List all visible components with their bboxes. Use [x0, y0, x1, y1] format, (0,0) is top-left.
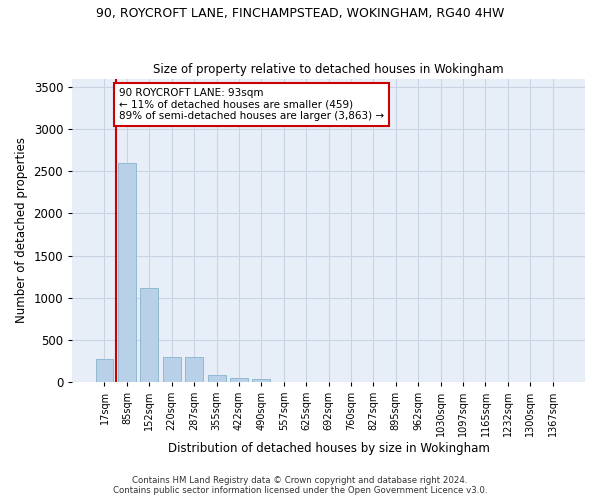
Bar — [230, 378, 248, 382]
Text: 90, ROYCROFT LANE, FINCHAMPSTEAD, WOKINGHAM, RG40 4HW: 90, ROYCROFT LANE, FINCHAMPSTEAD, WOKING… — [96, 8, 504, 20]
Y-axis label: Number of detached properties: Number of detached properties — [15, 137, 28, 323]
Bar — [118, 163, 136, 382]
Bar — [185, 358, 203, 382]
Bar — [163, 358, 181, 382]
Bar — [140, 288, 158, 382]
Title: Size of property relative to detached houses in Wokingham: Size of property relative to detached ho… — [153, 63, 504, 76]
Bar — [253, 379, 271, 382]
Text: 90 ROYCROFT LANE: 93sqm
← 11% of detached houses are smaller (459)
89% of semi-d: 90 ROYCROFT LANE: 93sqm ← 11% of detache… — [119, 88, 384, 121]
X-axis label: Distribution of detached houses by size in Wokingham: Distribution of detached houses by size … — [167, 442, 490, 455]
Bar — [95, 359, 113, 382]
Text: Contains HM Land Registry data © Crown copyright and database right 2024.
Contai: Contains HM Land Registry data © Crown c… — [113, 476, 487, 495]
Bar — [208, 375, 226, 382]
